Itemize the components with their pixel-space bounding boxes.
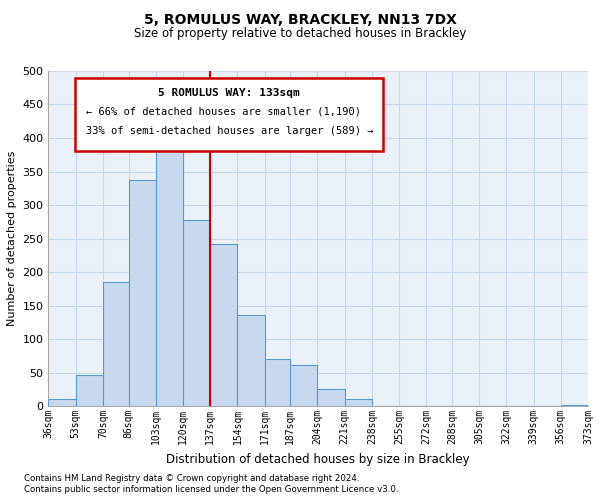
Bar — [317, 390, 344, 406]
X-axis label: Distribution of detached houses by size in Brackley: Distribution of detached houses by size … — [166, 452, 470, 466]
Bar — [265, 360, 290, 406]
Text: Size of property relative to detached houses in Brackley: Size of property relative to detached ho… — [134, 28, 466, 40]
Bar — [156, 140, 183, 406]
Bar — [561, 405, 588, 406]
Bar — [103, 282, 128, 406]
Bar — [344, 400, 372, 406]
Bar — [49, 400, 76, 406]
Text: Contains public sector information licensed under the Open Government Licence v3: Contains public sector information licen… — [24, 485, 398, 494]
Text: Contains HM Land Registry data © Crown copyright and database right 2024.: Contains HM Land Registry data © Crown c… — [24, 474, 359, 483]
Text: ← 66% of detached houses are smaller (1,190): ← 66% of detached houses are smaller (1,… — [86, 106, 361, 116]
Bar — [76, 376, 103, 406]
Bar — [290, 364, 317, 406]
Text: 33% of semi-detached houses are larger (589) →: 33% of semi-detached houses are larger (… — [86, 126, 374, 136]
Y-axis label: Number of detached properties: Number of detached properties — [7, 151, 17, 326]
Bar — [128, 180, 156, 406]
Bar — [183, 220, 210, 406]
Text: 5 ROMULUS WAY: 133sqm: 5 ROMULUS WAY: 133sqm — [158, 88, 300, 98]
Bar — [238, 315, 265, 406]
FancyBboxPatch shape — [76, 78, 383, 152]
Text: 5, ROMULUS WAY, BRACKLEY, NN13 7DX: 5, ROMULUS WAY, BRACKLEY, NN13 7DX — [143, 12, 457, 26]
Bar — [210, 244, 238, 406]
